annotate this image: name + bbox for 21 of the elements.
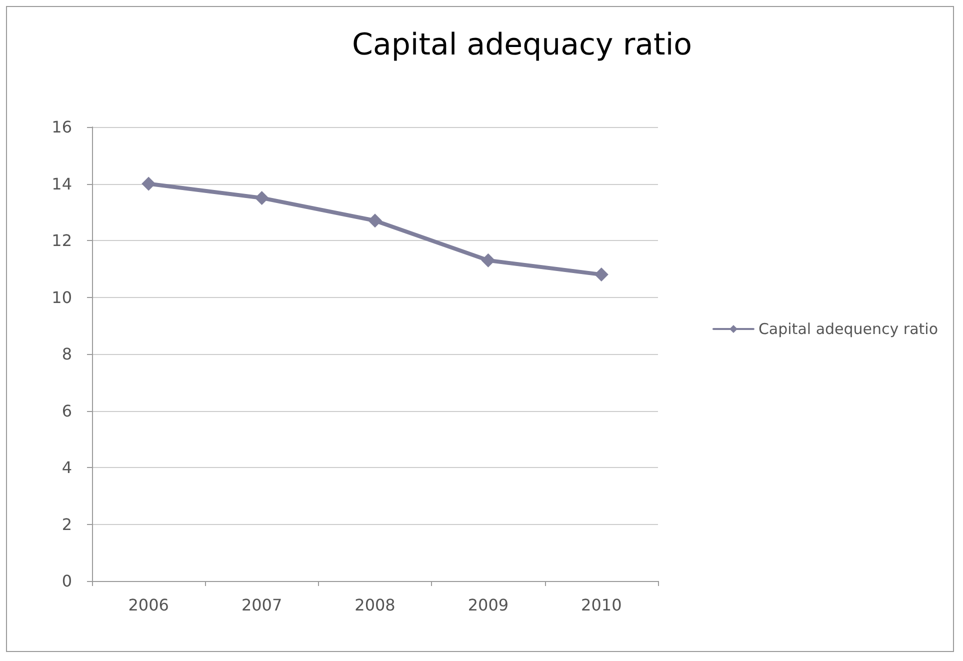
y-tick-label: 2 <box>62 514 72 534</box>
chart-title: Capital adequacy ratio <box>352 28 692 62</box>
point <box>254 190 269 205</box>
y-tick-label: 8 <box>62 344 72 364</box>
x-tick-label: 2007 <box>241 596 282 614</box>
x-tick-label: 2010 <box>581 596 622 614</box>
x-tick-label: 2006 <box>128 596 169 614</box>
x-tick-label: 2008 <box>354 596 396 614</box>
y-tick-label: 10 <box>52 288 72 307</box>
point <box>368 214 382 228</box>
y-tick-label: 4 <box>62 458 72 477</box>
point <box>594 268 608 282</box>
x-tick-label: 2009 <box>468 596 509 614</box>
y-tick-label: 16 <box>52 118 72 136</box>
legend-label: Capital adequency ratio <box>758 320 938 338</box>
y-tick-label: 14 <box>52 174 72 194</box>
y-tick-label: 0 <box>62 572 72 590</box>
y-tick-label: 12 <box>52 231 72 250</box>
point <box>481 253 496 268</box>
y-tick-label: 6 <box>62 401 72 420</box>
point <box>142 176 156 191</box>
